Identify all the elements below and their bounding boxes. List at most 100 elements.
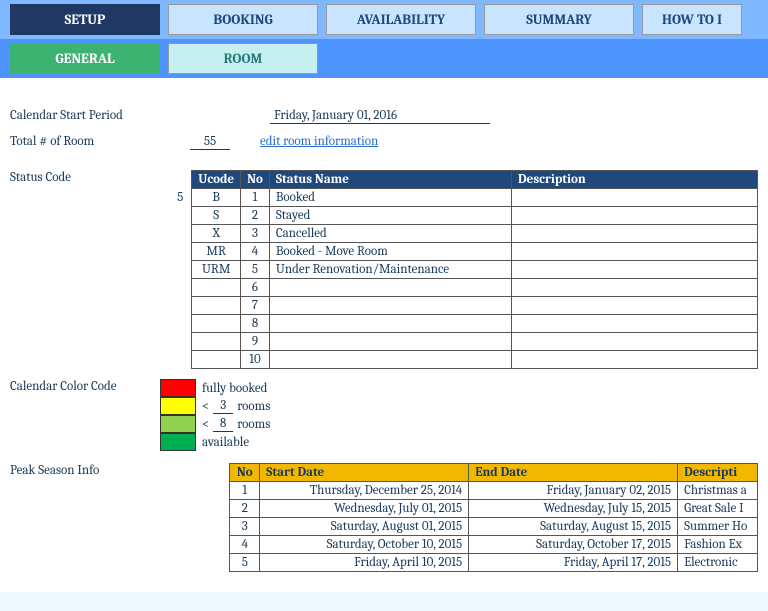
status-ucode[interactable] — [192, 297, 241, 315]
peak-start[interactable]: Saturday, October 10, 2015 — [260, 536, 469, 554]
status-no: 3 — [241, 225, 270, 243]
status-th-desc: Description — [512, 171, 758, 189]
status-ucode[interactable] — [192, 351, 241, 369]
status-desc[interactable] — [512, 189, 758, 207]
peak-desc[interactable]: Fashion Ex — [678, 536, 758, 554]
peak-row[interactable]: 5Friday, April 10, 2015Friday, April 17,… — [230, 554, 758, 572]
status-no: 5 — [241, 261, 270, 279]
status-desc[interactable] — [512, 207, 758, 225]
peak-no: 4 — [230, 536, 260, 554]
status-name[interactable]: Stayed — [269, 207, 511, 225]
status-row[interactable]: 10 — [192, 351, 758, 369]
status-name[interactable] — [269, 279, 511, 297]
status-code-label: Status Code — [10, 170, 164, 185]
peak-start[interactable]: Saturday, August 01, 2015 — [260, 518, 469, 536]
peak-row[interactable]: 1Thursday, December 25, 2014Friday, Janu… — [230, 482, 758, 500]
status-name[interactable] — [269, 333, 511, 351]
peak-end[interactable]: Wednesday, July 15, 2015 — [469, 500, 678, 518]
status-name[interactable] — [269, 297, 511, 315]
peak-end[interactable]: Friday, January 02, 2015 — [469, 482, 678, 500]
peak-th-end: End Date — [469, 464, 678, 482]
peak-desc[interactable]: Christmas a — [678, 482, 758, 500]
color-code-text: available — [202, 435, 249, 450]
tab-setup[interactable]: SETUP — [10, 4, 160, 35]
tab-howto[interactable]: HOW TO I — [642, 4, 742, 35]
status-desc[interactable] — [512, 351, 758, 369]
total-rooms-label: Total # of Room — [10, 134, 170, 149]
color-code-row: < 3 rooms — [160, 397, 270, 415]
status-row[interactable]: B1Booked — [192, 189, 758, 207]
tab-room[interactable]: ROOM — [168, 43, 318, 74]
tab-summary[interactable]: SUMMARY — [484, 4, 634, 35]
peak-desc[interactable]: Electronic — [678, 554, 758, 572]
status-no: 6 — [241, 279, 270, 297]
status-table: Ucode No Status Name Description B1Booke… — [191, 170, 758, 369]
status-desc[interactable] — [512, 279, 758, 297]
status-desc[interactable] — [512, 297, 758, 315]
peak-start[interactable]: Thursday, December 25, 2014 — [260, 482, 469, 500]
peak-th-start: Start Date — [260, 464, 469, 482]
edit-room-link[interactable]: edit room information — [260, 134, 378, 149]
peak-row[interactable]: 4Saturday, October 10, 2015Saturday, Oct… — [230, 536, 758, 554]
color-threshold[interactable]: 8 — [213, 416, 233, 432]
status-name[interactable]: Cancelled — [269, 225, 511, 243]
peak-start[interactable]: Friday, April 10, 2015 — [260, 554, 469, 572]
status-row[interactable]: 9 — [192, 333, 758, 351]
status-name[interactable]: Booked - Move Room — [269, 243, 511, 261]
status-ucode[interactable]: S — [192, 207, 241, 225]
color-swatch — [160, 415, 196, 433]
status-name[interactable] — [269, 351, 511, 369]
peak-no: 3 — [230, 518, 260, 536]
status-desc[interactable] — [512, 261, 758, 279]
peak-end[interactable]: Friday, April 17, 2015 — [469, 554, 678, 572]
status-row[interactable]: URM5Under Renovation/Maintenance — [192, 261, 758, 279]
color-code-text: fully booked — [202, 381, 267, 396]
status-th-ucode: Ucode — [192, 171, 241, 189]
color-code-label: Calendar Color Code — [10, 379, 160, 394]
color-threshold[interactable]: 3 — [213, 398, 233, 414]
color-swatch — [160, 379, 196, 397]
status-row[interactable]: 6 — [192, 279, 758, 297]
status-row[interactable]: 7 — [192, 297, 758, 315]
status-desc[interactable] — [512, 333, 758, 351]
tab-availability[interactable]: AVAILABILITY — [326, 4, 476, 35]
status-ucode[interactable] — [192, 279, 241, 297]
color-code-row: available — [160, 433, 270, 451]
status-no: 4 — [241, 243, 270, 261]
status-ucode[interactable]: B — [192, 189, 241, 207]
peak-desc[interactable]: Great Sale I — [678, 500, 758, 518]
status-ucode[interactable] — [192, 315, 241, 333]
status-name[interactable] — [269, 315, 511, 333]
status-desc[interactable] — [512, 315, 758, 333]
status-name[interactable]: Under Renovation/Maintenance — [269, 261, 511, 279]
peak-desc[interactable]: Summer Ho — [678, 518, 758, 536]
calendar-start-value[interactable]: Friday, January 01, 2016 — [270, 108, 490, 124]
peak-no: 1 — [230, 482, 260, 500]
peak-season-label: Peak Season Info — [10, 463, 169, 478]
status-ucode[interactable]: URM — [192, 261, 241, 279]
tab-general[interactable]: GENERAL — [10, 43, 160, 74]
status-desc[interactable] — [512, 225, 758, 243]
status-row[interactable]: MR4Booked - Move Room — [192, 243, 758, 261]
peak-end[interactable]: Saturday, October 17, 2015 — [469, 536, 678, 554]
status-row[interactable]: X3Cancelled — [192, 225, 758, 243]
color-code-text: < 8 rooms — [202, 416, 270, 432]
color-code-text: < 3 rooms — [202, 398, 270, 414]
status-ucode[interactable]: MR — [192, 243, 241, 261]
peak-row[interactable]: 3Saturday, August 01, 2015Saturday, Augu… — [230, 518, 758, 536]
total-rooms-value[interactable]: 55 — [190, 134, 230, 150]
status-ucode[interactable] — [192, 333, 241, 351]
status-row[interactable]: 8 — [192, 315, 758, 333]
tab-booking[interactable]: BOOKING — [168, 4, 318, 35]
status-desc[interactable] — [512, 243, 758, 261]
status-name[interactable]: Booked — [269, 189, 511, 207]
status-row[interactable]: S2Stayed — [192, 207, 758, 225]
status-th-name: Status Name — [269, 171, 511, 189]
peak-end[interactable]: Saturday, August 15, 2015 — [469, 518, 678, 536]
status-ucode[interactable]: X — [192, 225, 241, 243]
peak-no: 5 — [230, 554, 260, 572]
status-no: 8 — [241, 315, 270, 333]
status-no: 7 — [241, 297, 270, 315]
peak-row[interactable]: 2Wednesday, July 01, 2015Wednesday, July… — [230, 500, 758, 518]
peak-start[interactable]: Wednesday, July 01, 2015 — [260, 500, 469, 518]
